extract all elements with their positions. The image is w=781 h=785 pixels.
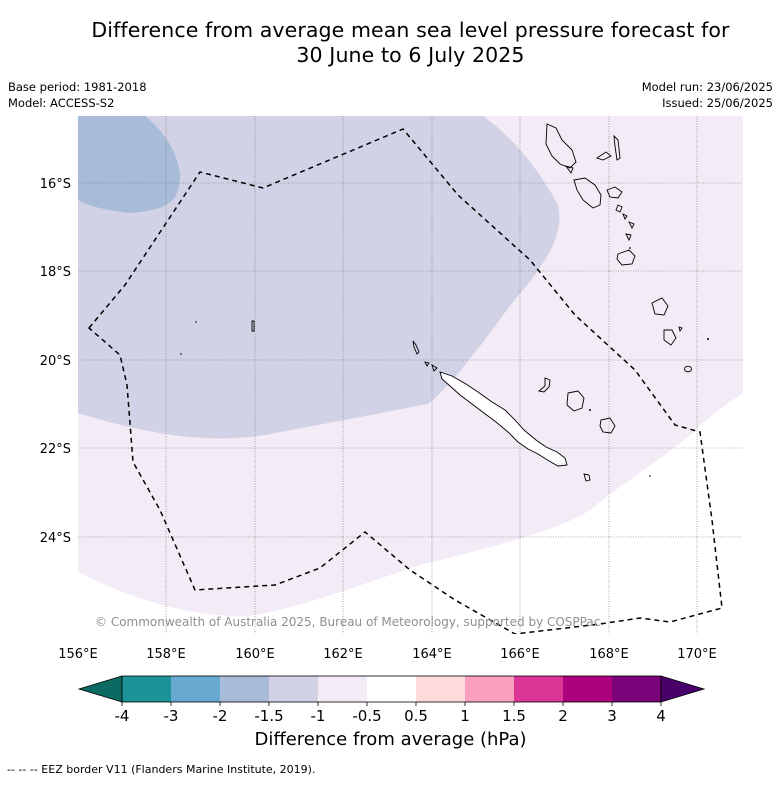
- lifou: [566, 390, 585, 412]
- anomaly-region-medium: [78, 116, 560, 439]
- colorbar-tick-label: -1: [311, 707, 326, 725]
- islet-north-2: [431, 363, 438, 372]
- anomaly-region-dark: [78, 116, 180, 213]
- islet-west-2: [180, 353, 182, 355]
- futuna-islet: [678, 326, 683, 333]
- title-line-1: Difference from average mean sea level p…: [91, 18, 730, 42]
- eez-footnote: -- -- -- EEZ border V11 (Flanders Marine…: [7, 763, 316, 776]
- colorbar-segment: [563, 676, 612, 702]
- chesterfield-islet: [251, 320, 255, 332]
- islet-walpole: [649, 475, 651, 477]
- ouvea: [537, 377, 551, 393]
- lat-label-18s: 18°S: [40, 265, 71, 280]
- colorbar-tick-label: 1: [460, 707, 470, 725]
- islet-vanuatu-1: [629, 247, 631, 249]
- isle-of-pines: [583, 473, 591, 482]
- colorbar-tick-label: -2: [213, 707, 228, 725]
- base-period-text: Base period: 1981-2018: [8, 80, 147, 94]
- colorbar-segment: [612, 676, 661, 702]
- colorbar-tick-label: -1.5: [254, 707, 283, 725]
- paama: [615, 204, 623, 213]
- ambae: [595, 151, 612, 161]
- lat-label-16s: 16°S: [40, 177, 71, 192]
- colorbar-segment: [514, 676, 563, 702]
- colorbar: -4 -3 -2 -1.5 -1 -0.5 0.5 1 1.5 2 3 4: [77, 675, 706, 725]
- colorbar-tick-label: 2: [558, 707, 568, 725]
- lon-label-160e: 160°E: [235, 647, 275, 662]
- chart-title: Difference from average mean sea level p…: [0, 18, 781, 68]
- model-info: Base period: 1981-2018 Model: ACCESS-S2: [8, 79, 147, 111]
- eez-border: [87, 128, 723, 634]
- new-caledonia-grande-terre: [439, 371, 568, 467]
- espiritu-santo: [545, 123, 577, 169]
- lon-label-164e: 164°E: [412, 647, 452, 662]
- colorbar-outline: [121, 675, 662, 703]
- islet-north-1: [424, 361, 430, 367]
- longitude-labels: 156°E 158°E 160°E 162°E 164°E 166°E 168°…: [58, 647, 717, 662]
- colorbar-title: Difference from average (hPa): [254, 729, 527, 750]
- erromango: [651, 297, 669, 316]
- colorbar-tick-label: -4: [115, 707, 130, 725]
- graticule: [78, 116, 743, 634]
- colorbar-extend-low: [77, 675, 123, 703]
- epi: [625, 233, 632, 242]
- colorbar-segment: [367, 676, 416, 702]
- latitude-labels: 16°S 18°S 20°S 22°S 24°S: [40, 177, 71, 546]
- lat-label-24s: 24°S: [40, 531, 71, 546]
- lon-label-158e: 158°E: [146, 647, 186, 662]
- colorbar-tick-label: 3: [607, 707, 617, 725]
- efate: [616, 249, 636, 266]
- shepherd-2: [628, 221, 635, 230]
- maewo: [613, 134, 621, 161]
- colorbar-segment: [269, 676, 318, 702]
- aneityum: [684, 365, 692, 373]
- run-info: Model run: 23/06/2025 Issued: 25/06/2025: [642, 79, 773, 111]
- issued-date-text: Issued: 25/06/2025: [662, 96, 773, 110]
- islet-aniwa: [707, 338, 709, 340]
- colorbar-extend-high: [660, 675, 706, 703]
- lon-label-166e: 166°E: [500, 647, 540, 662]
- lon-label-156e: 156°E: [58, 647, 98, 662]
- islet-west-1: [195, 321, 197, 323]
- colorbar-tick-label: -3: [164, 707, 179, 725]
- colorbar-segment: [220, 676, 269, 702]
- title-line-2: 30 June to 6 July 2025: [296, 43, 525, 67]
- colorbar-segment: [465, 676, 514, 702]
- colorbar-tick-label: 4: [656, 707, 666, 725]
- malakula: [573, 177, 602, 209]
- colorbar-segment: [122, 676, 171, 702]
- model-name-text: Model: ACCESS-S2: [8, 96, 115, 110]
- shepherd-1: [622, 213, 628, 220]
- islet-tiga: [589, 409, 591, 411]
- mare: [599, 417, 616, 434]
- malo: [564, 165, 574, 174]
- colorbar-tick-label: 0.5: [404, 707, 428, 725]
- colorbar-segment: [318, 676, 367, 702]
- colorbar-segment: [416, 676, 465, 702]
- islet-belep: [412, 340, 420, 355]
- lat-label-22s: 22°S: [40, 442, 71, 457]
- model-run-text: Model run: 23/06/2025: [641, 80, 773, 94]
- colorbar-tick-label: 1.5: [502, 707, 526, 725]
- lat-label-20s: 20°S: [40, 354, 71, 369]
- colorbar-segment: [171, 676, 220, 702]
- map-area: © Commonwealth of Australia 2025, Bureau…: [78, 116, 743, 634]
- lon-label-162e: 162°E: [323, 647, 363, 662]
- copyright-text: © Commonwealth of Australia 2025, Bureau…: [95, 615, 600, 629]
- colorbar-tick-label: -0.5: [352, 707, 381, 725]
- lon-label-170e: 170°E: [677, 647, 717, 662]
- tanna: [663, 329, 677, 346]
- pentecost-ambrym: [606, 186, 623, 199]
- lon-label-168e: 168°E: [589, 647, 629, 662]
